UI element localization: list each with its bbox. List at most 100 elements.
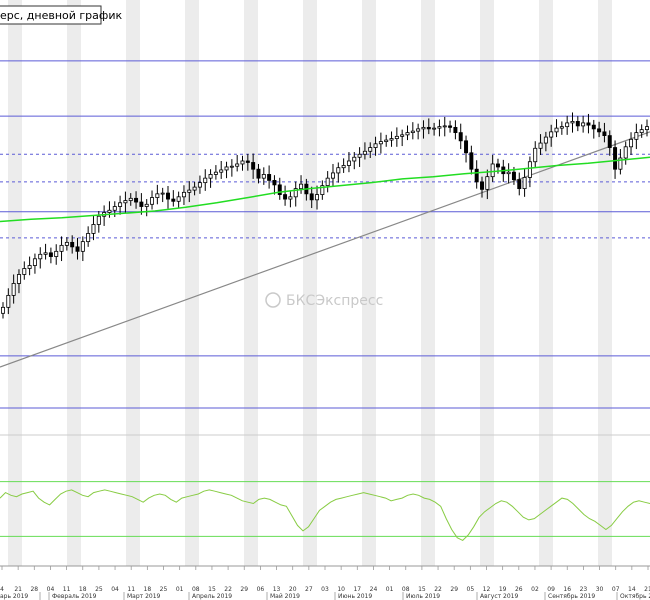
- candle-body: [219, 169, 224, 173]
- candle-body: [80, 241, 85, 252]
- candle-body: [118, 202, 123, 207]
- candle-body: [639, 129, 644, 134]
- candle-body: [144, 203, 149, 207]
- x-tick-label: 10: [337, 586, 345, 593]
- candle-body: [346, 160, 351, 166]
- candle-body: [283, 194, 288, 200]
- week-band: [480, 0, 494, 566]
- candle-body: [208, 174, 213, 179]
- candle-body: [123, 200, 128, 204]
- week-band: [303, 0, 317, 566]
- candle-body: [575, 121, 580, 127]
- x-tick-label: 14: [628, 586, 636, 593]
- moving-average: [0, 156, 650, 223]
- candle-body: [171, 198, 176, 202]
- title-frame: [0, 5, 102, 25]
- x-tick-label: 26: [515, 586, 523, 593]
- candle-body: [229, 165, 234, 168]
- candle-body: [96, 215, 101, 225]
- candle-body: [517, 179, 522, 190]
- candle-body: [22, 268, 27, 275]
- candle-body: [160, 192, 165, 195]
- week-band: [185, 0, 199, 566]
- title-text: ерс, дневной график: [0, 9, 122, 22]
- candle-body: [485, 176, 490, 190]
- candle-body: [251, 162, 256, 170]
- x-tick-label: 08: [402, 586, 410, 593]
- x-tick-label: 18: [79, 586, 87, 593]
- candle-body: [597, 128, 602, 133]
- candle-body: [410, 130, 415, 134]
- candle-body: [176, 196, 181, 202]
- candle-body: [352, 156, 357, 162]
- month-label: Август 2019: [480, 593, 518, 600]
- candle-body: [559, 126, 564, 129]
- x-tick-label: 04: [111, 586, 119, 593]
- candle-body: [458, 132, 463, 142]
- candle-body: [570, 121, 575, 124]
- candle-body: [32, 258, 37, 266]
- candle-body: [432, 127, 437, 130]
- oscillator-line: [0, 489, 650, 542]
- x-tick-label: 21: [644, 586, 650, 593]
- candle-body: [623, 146, 628, 159]
- candle-body: [341, 165, 346, 169]
- candle-body: [634, 132, 639, 140]
- x-tick-label: 18: [144, 586, 152, 593]
- candle-body: [112, 206, 117, 211]
- x-tick-label: 11: [63, 586, 71, 593]
- x-tick-label: 12: [483, 586, 491, 593]
- week-band: [598, 0, 612, 566]
- candle-body: [203, 177, 208, 184]
- week-band: [362, 0, 376, 566]
- candle-body: [480, 181, 484, 190]
- candle-body: [293, 188, 298, 198]
- candle-body: [16, 274, 21, 284]
- x-tick-label: 05: [467, 586, 475, 593]
- x-tick-label: 02: [531, 586, 539, 593]
- candle-body: [86, 233, 91, 243]
- candle-body: [543, 136, 548, 144]
- x-tick-label: 22: [434, 586, 442, 593]
- x-tick-label: 08: [192, 586, 200, 593]
- candle-body: [224, 166, 229, 171]
- candle-body: [325, 177, 330, 187]
- x-tick-label: 15: [208, 586, 216, 593]
- candle-body: [48, 252, 53, 257]
- x-tick-label: 07: [612, 586, 620, 593]
- chart-title: ерс, дневной график: [0, 5, 122, 25]
- horizontal-levels: [0, 60, 650, 357]
- candle-body: [11, 283, 16, 296]
- candle-body: [309, 193, 314, 201]
- candle-body: [565, 122, 570, 128]
- candle-body: [336, 167, 341, 174]
- month-label: Февраль 2019: [52, 593, 97, 600]
- candle-body: [362, 150, 367, 155]
- candle-body: [235, 163, 240, 167]
- candle-body: [373, 143, 378, 148]
- candle-body: [400, 134, 405, 137]
- candle-body: [490, 163, 495, 178]
- candle-body: [394, 135, 399, 139]
- candle-body: [613, 147, 618, 170]
- candle-body: [607, 135, 612, 148]
- x-tick-label: 25: [160, 586, 168, 593]
- candle-body: [554, 127, 559, 133]
- candle-body: [38, 253, 43, 260]
- x-tick-label: 25: [95, 586, 103, 593]
- week-band: [8, 0, 22, 566]
- candle-body: [453, 126, 458, 134]
- candle-body: [261, 174, 266, 179]
- candle-body: [315, 194, 320, 201]
- candle-body: [522, 177, 527, 190]
- candle-body: [618, 157, 623, 170]
- watermark-logo-icon: [265, 292, 281, 308]
- x-tick-label: 04: [47, 586, 55, 593]
- x-tick-label: 09: [547, 586, 555, 593]
- candle-body: [581, 122, 586, 127]
- candle-body: [134, 197, 139, 203]
- candle-body: [538, 142, 543, 149]
- x-axis: 4 21 28 04 11 18 25 04 11 18 25 01 08 15 22 29 06 13 20 27 0…: [0, 565, 650, 600]
- candle-body: [426, 126, 431, 130]
- candle-body: [299, 183, 304, 190]
